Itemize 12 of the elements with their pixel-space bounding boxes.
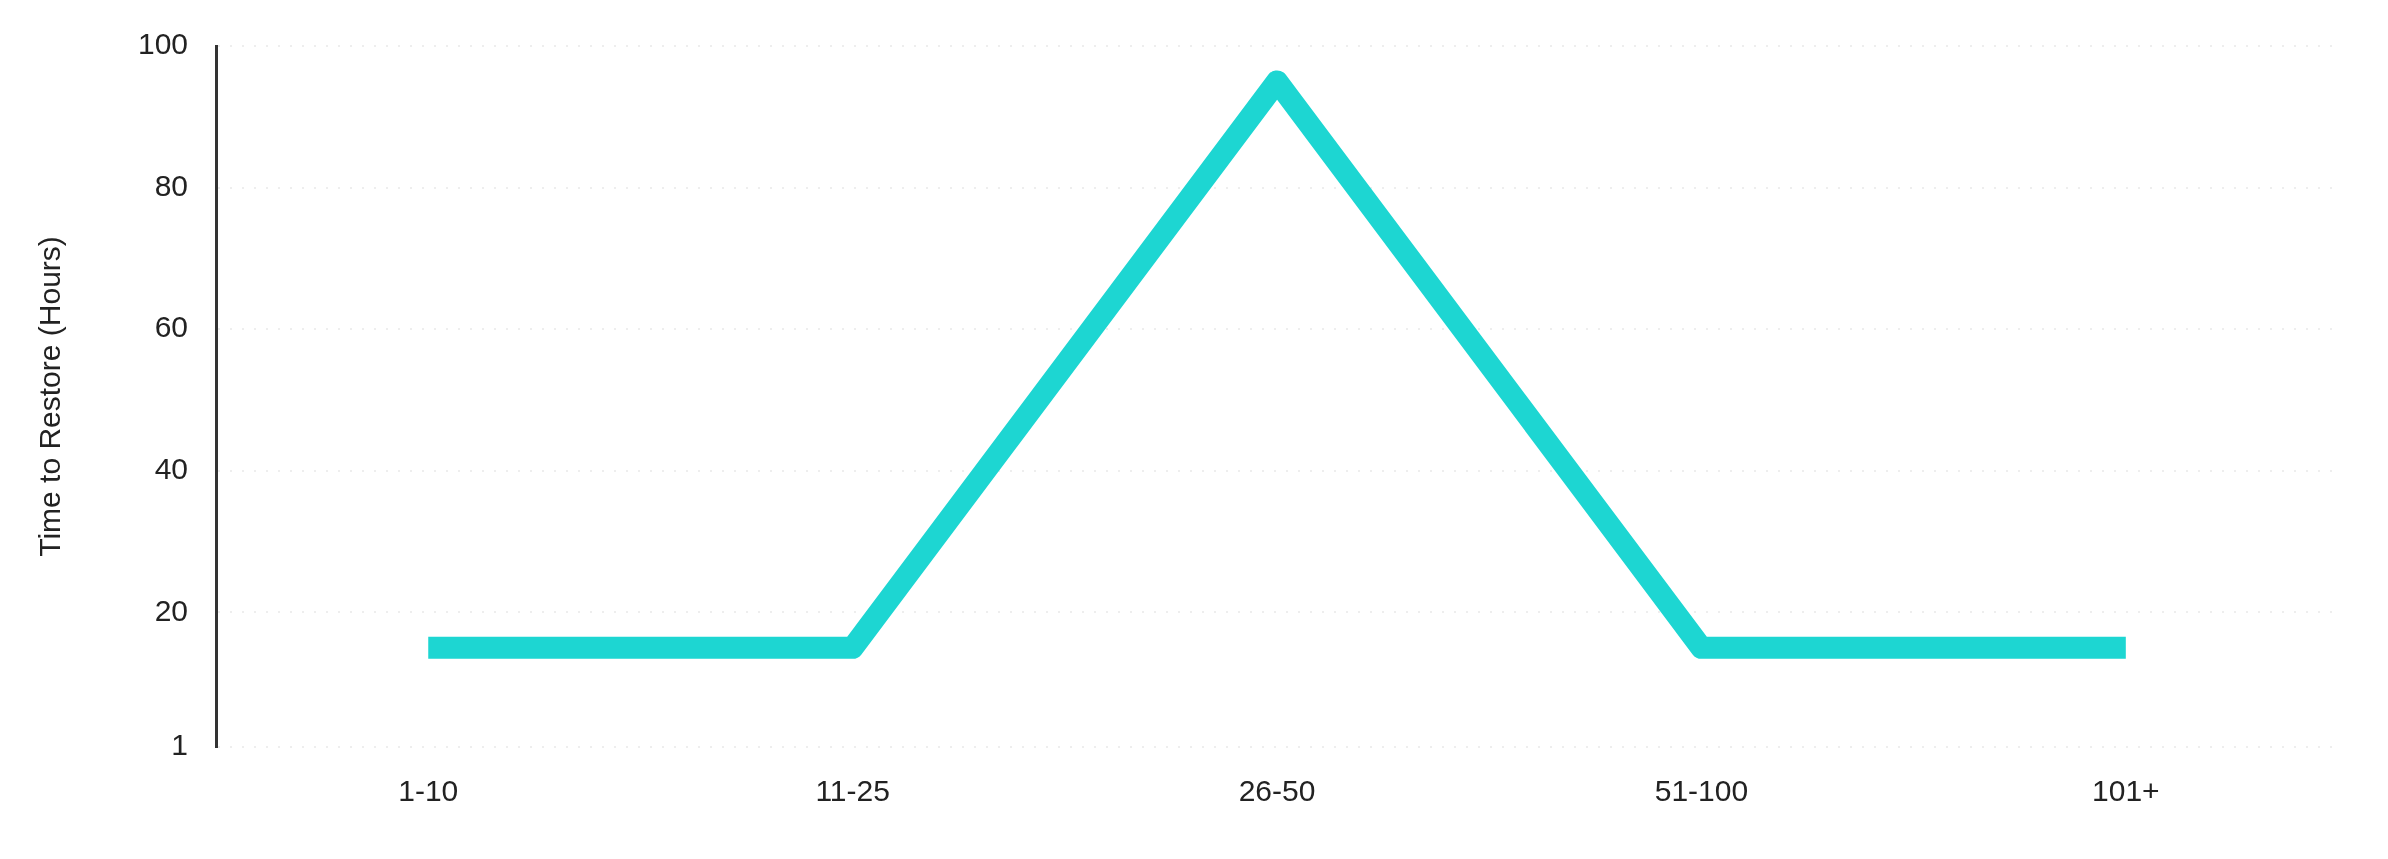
y-tick-label: 40 — [154, 452, 189, 486]
y-tick-label: 100 — [137, 27, 189, 61]
y-tick-label: 60 — [154, 310, 189, 344]
x-tick-label: 1-10 — [398, 774, 459, 808]
y-tick-label: 80 — [154, 168, 189, 202]
y-tick-label: 20 — [154, 593, 189, 627]
y-axis-title: Time to Restore (Hours) — [33, 236, 67, 557]
x-tick-label: 51-100 — [1654, 774, 1749, 808]
x-tick-label: 101+ — [2092, 774, 2160, 808]
x-tick-label: 11-25 — [815, 774, 890, 808]
x-tick-label: 26-50 — [1238, 774, 1316, 808]
y-tick-label: 1 — [171, 728, 189, 762]
